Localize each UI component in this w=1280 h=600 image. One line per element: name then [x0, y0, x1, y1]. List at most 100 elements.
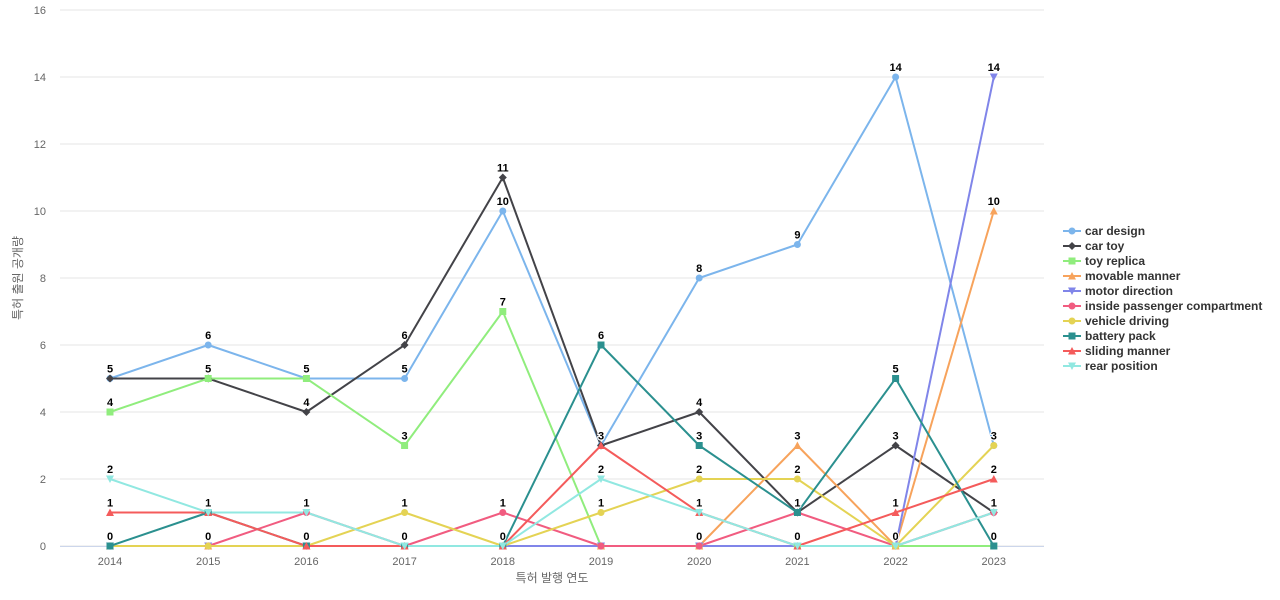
- data-label: 1: [794, 498, 800, 510]
- x-tick-label: 2020: [687, 556, 711, 568]
- data-label: 1: [107, 498, 113, 510]
- data-label: 5: [893, 364, 899, 376]
- data-point: [695, 442, 703, 449]
- legend-item[interactable]: toy replica: [1063, 253, 1278, 268]
- data-label: 4: [303, 397, 310, 409]
- data-label: 5: [303, 364, 309, 376]
- y-tick-label: 4: [40, 407, 46, 419]
- legend-label: battery pack: [1085, 328, 1156, 343]
- data-point: [204, 509, 213, 517]
- x-tick-label: 2016: [294, 556, 318, 568]
- y-tick-label: 14: [34, 72, 46, 84]
- data-point: [793, 241, 801, 248]
- data-label: 2: [107, 464, 113, 476]
- legend-item[interactable]: inside passenger compartment: [1063, 298, 1278, 313]
- data-label: 3: [402, 431, 408, 443]
- legend-swatch-icon: [1063, 287, 1081, 295]
- data-label: 8: [696, 263, 702, 275]
- data-point: [695, 542, 703, 550]
- data-label: 11: [497, 163, 509, 175]
- legend-item[interactable]: rear position: [1063, 358, 1278, 373]
- data-point: [892, 375, 900, 382]
- data-point: [989, 509, 998, 517]
- legend-item[interactable]: movable manner: [1063, 268, 1278, 283]
- data-point: [695, 509, 704, 517]
- data-label: 2: [991, 464, 997, 476]
- y-tick-label: 8: [40, 273, 46, 285]
- legend-item[interactable]: vehicle driving: [1063, 313, 1278, 328]
- data-label: 1: [303, 498, 309, 510]
- data-label: 1: [402, 498, 408, 510]
- data-point: [597, 542, 605, 550]
- data-label: 0: [303, 531, 309, 543]
- data-point: [106, 508, 114, 516]
- data-point: [1068, 287, 1076, 295]
- legend-label: inside passenger compartment: [1085, 298, 1263, 313]
- legend-swatch-icon: [1063, 271, 1081, 279]
- data-point: [204, 542, 212, 550]
- legend-swatch-icon: [1063, 257, 1081, 264]
- data-point: [499, 207, 507, 215]
- data-label: 0: [205, 531, 211, 543]
- data-label: 10: [988, 196, 1000, 208]
- y-tick-label: 16: [34, 5, 46, 17]
- data-label: 0: [107, 531, 113, 543]
- data-label: 0: [991, 531, 997, 543]
- data-label: 0: [696, 531, 702, 543]
- data-point: [1068, 317, 1076, 324]
- data-point: [302, 408, 311, 416]
- data-label: 14: [988, 62, 1001, 74]
- x-tick-label: 2023: [982, 556, 1006, 568]
- data-label: 1: [893, 498, 899, 510]
- legend-item[interactable]: car design: [1063, 223, 1278, 238]
- data-label: 2: [598, 464, 604, 476]
- legend-swatch-icon: [1063, 332, 1081, 339]
- data-label: 3: [598, 431, 604, 443]
- data-point: [695, 475, 703, 483]
- data-point: [1068, 332, 1076, 339]
- data-point: [892, 73, 900, 81]
- data-label: 3: [598, 431, 604, 443]
- legend-swatch-icon: [1063, 227, 1081, 234]
- data-point: [302, 375, 310, 382]
- legend-item[interactable]: motor direction: [1063, 283, 1278, 298]
- y-axis-ticks: 0 2 4 6 8 10 12 14 16: [34, 5, 46, 553]
- data-point: [106, 374, 114, 383]
- legend-item[interactable]: sliding manner: [1063, 343, 1278, 358]
- data-point: [499, 308, 507, 315]
- data-point: [597, 441, 605, 449]
- data-label: 4: [696, 397, 703, 409]
- data-point: [106, 542, 114, 550]
- data-label: 3: [991, 431, 997, 443]
- data-point: [401, 442, 409, 449]
- y-axis-title: 특허 출원 공개량: [11, 236, 25, 320]
- data-label: 5: [107, 364, 113, 376]
- legend-label: motor direction: [1085, 283, 1174, 298]
- grid-lines: [60, 9, 1044, 547]
- legend-item[interactable]: car toy: [1063, 238, 1278, 253]
- data-point: [1068, 362, 1076, 370]
- y-tick-label: 6: [40, 340, 46, 352]
- legend-label: car design: [1085, 223, 1146, 238]
- legend-swatch-icon: [1063, 317, 1081, 324]
- data-label: 5: [402, 364, 408, 376]
- data-point: [204, 375, 212, 382]
- x-tick-label: 2014: [98, 556, 122, 568]
- data-label: 3: [794, 431, 800, 443]
- data-point: [106, 408, 114, 416]
- data-point: [989, 475, 998, 483]
- data-label: 0: [794, 531, 800, 543]
- data-label: 9: [794, 230, 800, 242]
- legend-label: toy replica: [1085, 253, 1146, 268]
- x-tick-label: 2018: [491, 556, 515, 568]
- data-point: [793, 509, 801, 516]
- data-point: [106, 475, 114, 483]
- data-label: 6: [598, 330, 604, 342]
- data-point: [400, 341, 409, 349]
- legend-label: sliding manner: [1085, 343, 1171, 358]
- legend-item[interactable]: battery pack: [1063, 328, 1278, 343]
- data-point: [1068, 241, 1076, 250]
- data-point: [990, 542, 998, 550]
- data-label: 3: [696, 431, 702, 443]
